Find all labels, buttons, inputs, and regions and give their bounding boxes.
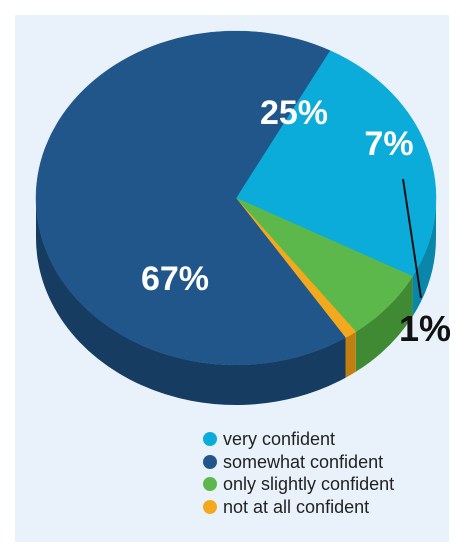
data-label-only-slightly-confident: 7%: [364, 125, 413, 163]
data-label-not-at-all-confident: 1%: [399, 308, 451, 349]
chart-legend: very confident somewhat confident only s…: [203, 428, 394, 518]
pie-side-slice: [345, 331, 356, 378]
leader-line: [402, 178, 422, 299]
legend-swatch: [203, 499, 217, 514]
pie-top-group: [35, 30, 437, 366]
legend-swatch: [203, 477, 217, 492]
data-label-somewhat-confident: 67%: [141, 260, 209, 298]
legend-label: only slightly confident: [223, 474, 395, 494]
legend-item-very-confident: very confident: [203, 428, 394, 451]
legend-label: very confident: [223, 429, 336, 449]
pie-side-slice: [36, 198, 346, 406]
legend-label: not at all confident: [223, 496, 370, 517]
pie-side-slice: [355, 276, 413, 372]
legend-item-not-at-all-confident: not at all confident: [203, 496, 394, 519]
legend-item-somewhat-confident: somewhat confident: [203, 451, 394, 474]
pie-slice: [35, 30, 346, 366]
data-label-very-confident: 25%: [260, 94, 328, 132]
legend-item-only-slightly-confident: only slightly confident: [203, 473, 394, 496]
legend-swatch: [203, 432, 217, 447]
legend-label: somewhat confident: [223, 451, 384, 472]
legend-swatch: [203, 454, 217, 469]
